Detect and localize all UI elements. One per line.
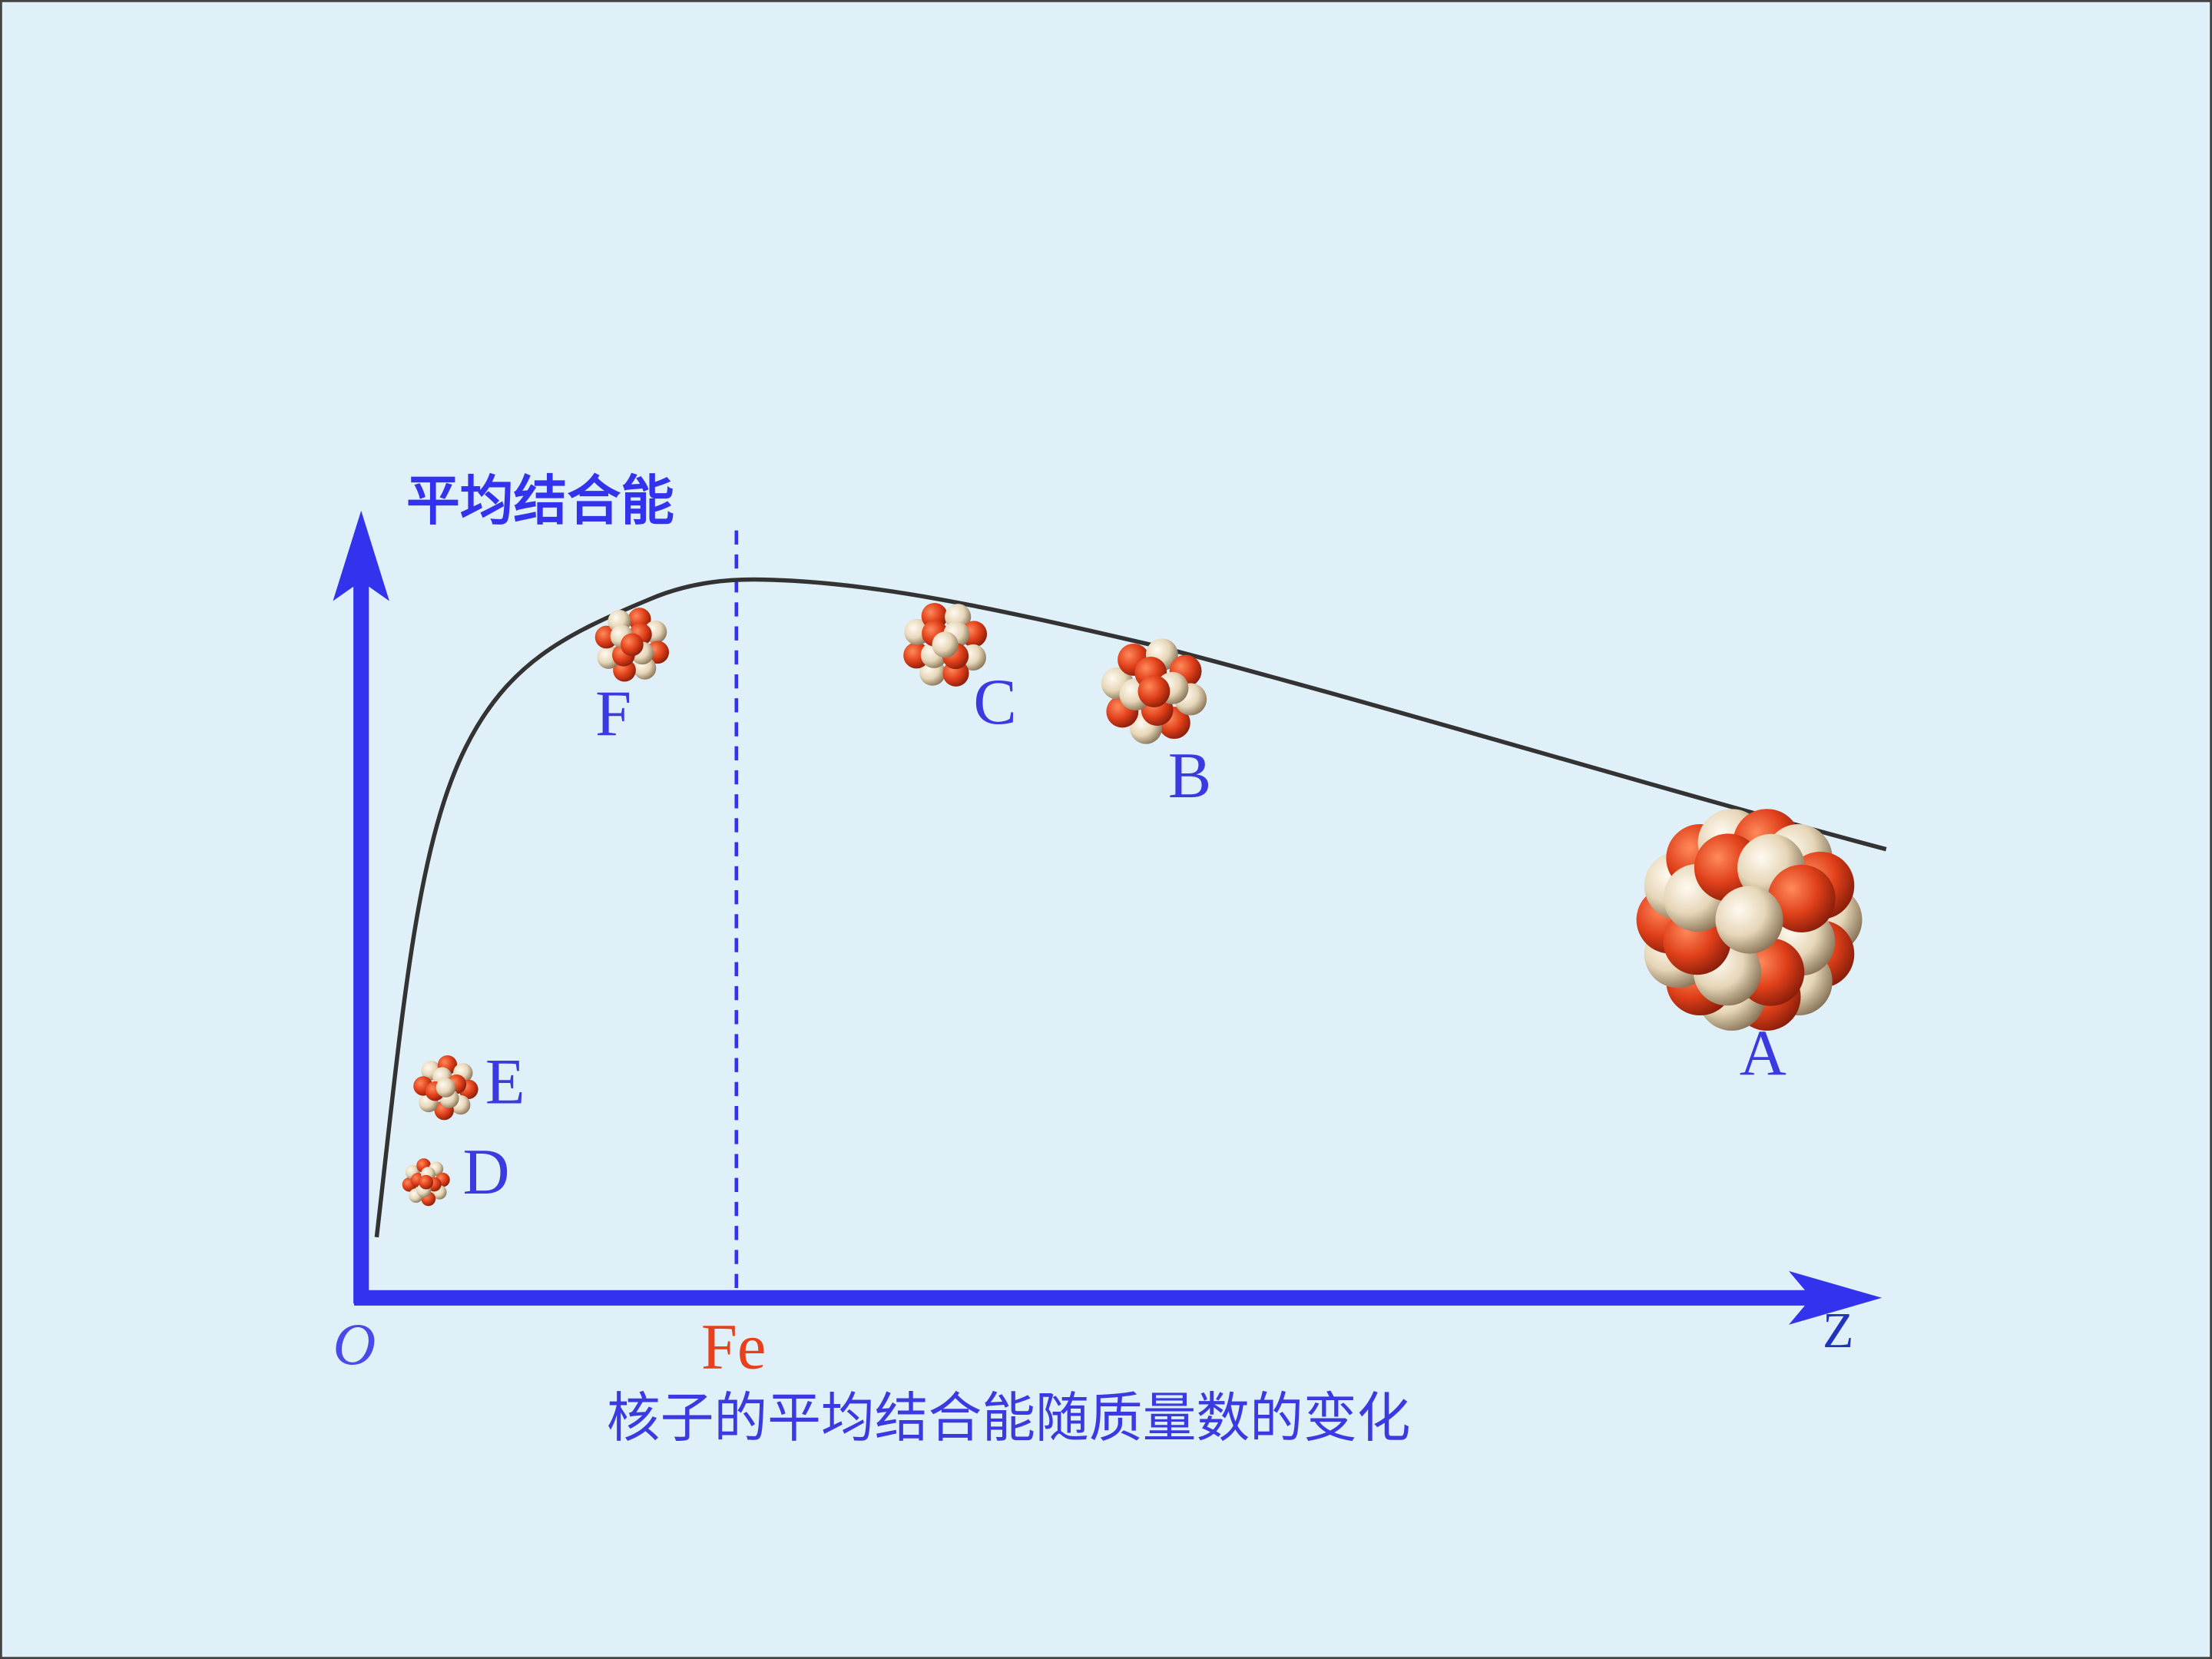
x-axis-arrow: [1788, 1270, 1883, 1325]
origin-label: O: [333, 1311, 376, 1377]
nucleon: [435, 1078, 456, 1098]
fe-label: Fe: [701, 1312, 766, 1383]
nucleon: [1767, 864, 1836, 933]
point-label: B: [1168, 740, 1211, 812]
nucleon: [1137, 675, 1171, 707]
nucleus: [1101, 638, 1207, 744]
nucleus: [903, 602, 988, 687]
point-label: A: [1740, 1018, 1786, 1090]
point-label: D: [462, 1137, 509, 1208]
nucleon: [932, 631, 959, 658]
nuclei: [402, 602, 1863, 1207]
nucleon: [1715, 886, 1783, 954]
nucleus: [413, 1055, 478, 1121]
y-axis-label: 平均结合能: [406, 470, 674, 532]
x-axis-label: Z: [1823, 1303, 1853, 1359]
nucleus: [594, 608, 670, 682]
nucleus: [1636, 809, 1863, 1031]
point-label: F: [595, 678, 631, 750]
y-axis-arrow: [333, 510, 389, 601]
binding-curve: [374, 577, 1887, 1238]
nucleon: [419, 1174, 434, 1190]
point-label: C: [973, 667, 1016, 738]
nucleon: [620, 633, 644, 657]
nucleus: [402, 1158, 450, 1207]
caption: 核子的平均结合能随质量数的变化: [607, 1387, 1411, 1449]
point-label: E: [485, 1046, 525, 1118]
